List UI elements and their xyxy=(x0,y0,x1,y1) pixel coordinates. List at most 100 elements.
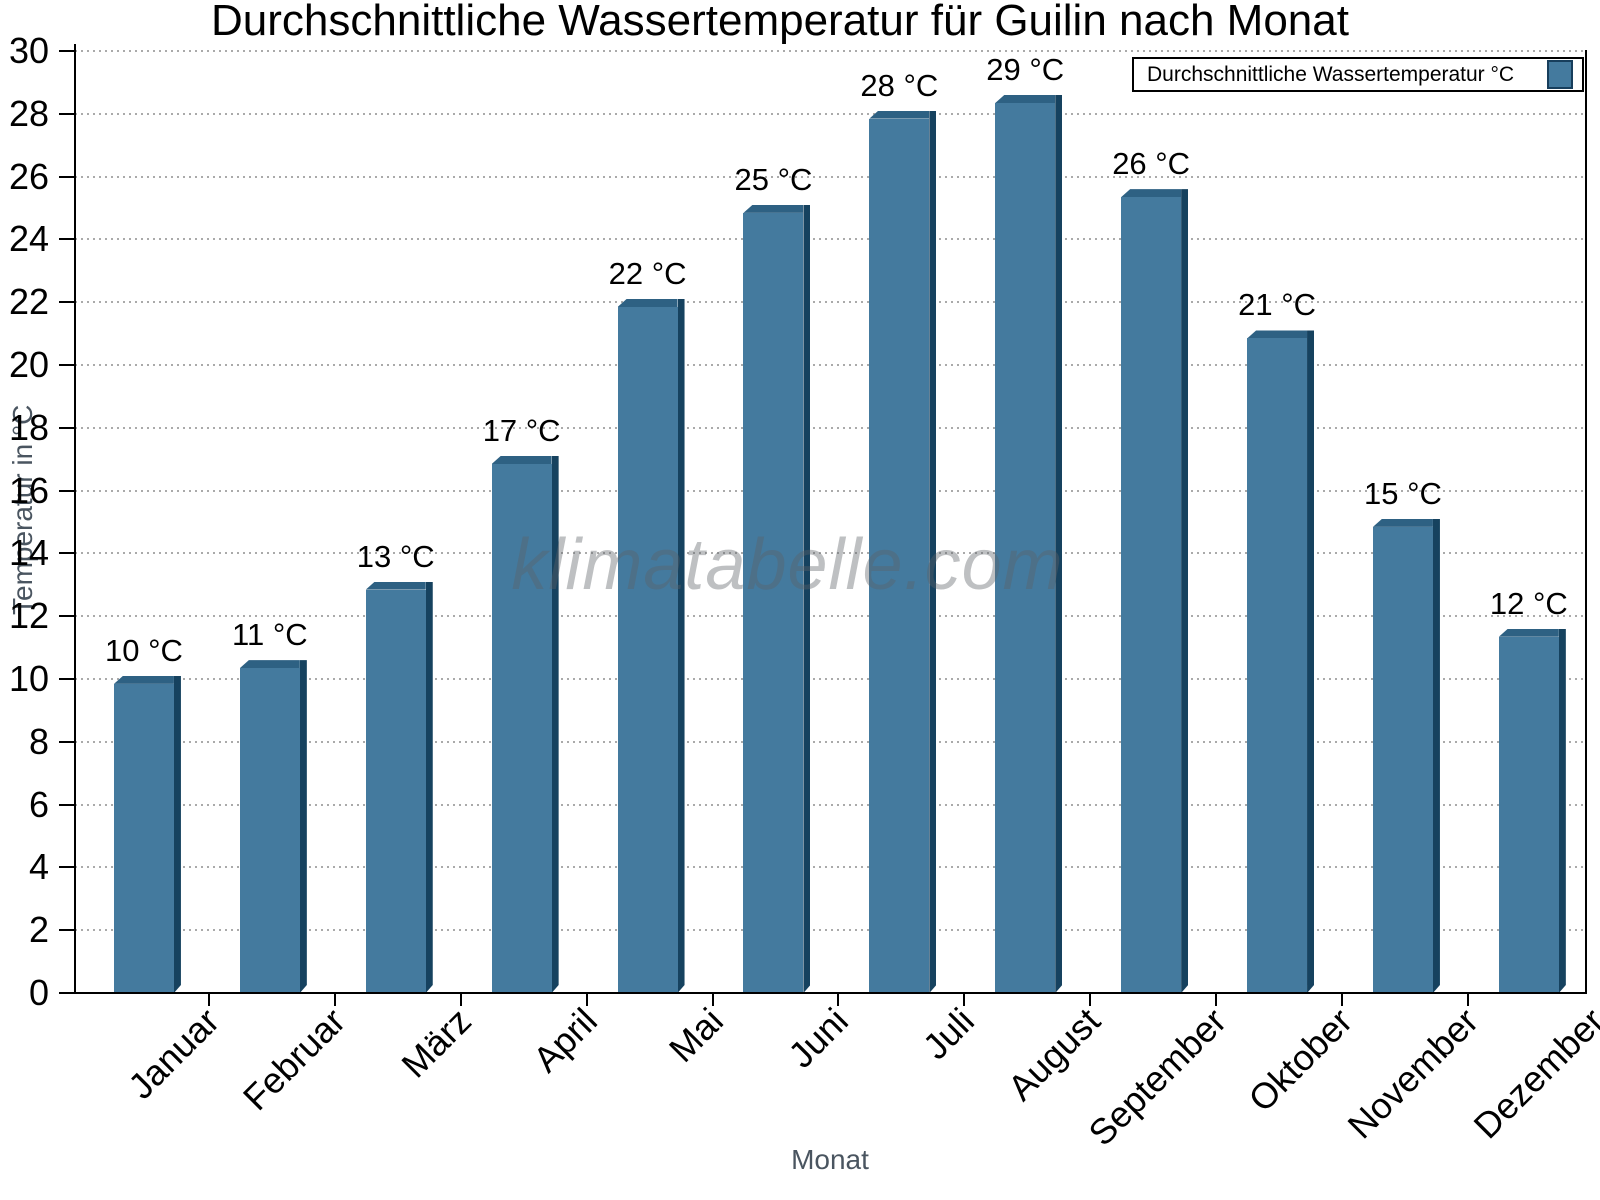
bar-top-face xyxy=(995,94,1056,103)
gridline xyxy=(75,929,1586,932)
bar-side-face xyxy=(1559,629,1566,993)
y-tick xyxy=(59,929,75,932)
y-tick-label: 12 xyxy=(8,595,49,637)
y-tick-label: 16 xyxy=(8,469,49,511)
gridline xyxy=(75,803,1586,806)
gridline xyxy=(75,489,1586,492)
bar-august xyxy=(995,94,1062,993)
y-tick-label: 18 xyxy=(8,406,49,448)
y-tick-label: 30 xyxy=(8,30,49,71)
legend-label: Durchschnittliche Wassertemperatur °C xyxy=(1147,62,1515,86)
gridline xyxy=(75,112,1586,115)
x-tick xyxy=(1089,993,1092,1006)
y-tick xyxy=(59,301,75,304)
y-tick xyxy=(59,866,75,869)
bar-top-face xyxy=(239,660,300,669)
y-tick xyxy=(59,238,75,241)
bar-value-label: 25 °C xyxy=(734,161,813,197)
bar-top-face xyxy=(491,456,552,465)
gridline xyxy=(75,740,1586,743)
y-tick xyxy=(59,112,75,115)
bar-value-label: 21 °C xyxy=(1238,287,1316,323)
bar-value-label: 15 °C xyxy=(1363,475,1442,511)
y-tick xyxy=(59,426,75,429)
bar-side-face xyxy=(1181,189,1188,993)
y-tick-label: 8 xyxy=(28,720,49,762)
bar-value-label: 10 °C xyxy=(104,632,183,668)
gridline xyxy=(75,866,1586,869)
bar-side-face xyxy=(552,456,559,993)
bar-front-face xyxy=(1498,636,1559,993)
x-tick xyxy=(333,993,336,1006)
bar-top-face xyxy=(1121,189,1182,198)
gridline xyxy=(75,678,1586,680)
x-axis-line xyxy=(59,992,1587,994)
y-tick-label: 24 xyxy=(8,218,49,260)
bar-front-face xyxy=(617,307,678,993)
y-tick-label: 28 xyxy=(8,92,49,134)
bar-side-face xyxy=(929,111,936,993)
bar-top-face xyxy=(1372,518,1433,527)
x-tick xyxy=(207,993,210,1006)
bar-april xyxy=(491,456,559,993)
bar-top-face xyxy=(869,110,930,119)
bar-front-face xyxy=(365,589,426,993)
gridline xyxy=(75,175,1586,178)
bar-value-label: 28 °C xyxy=(860,67,939,103)
y-tick xyxy=(59,489,75,492)
bar-side-face xyxy=(1055,95,1062,993)
legend: Durchschnittliche Wassertemperatur °C xyxy=(1132,57,1584,92)
bar-value-label: 17 °C xyxy=(482,413,561,449)
bar-side-face xyxy=(426,582,433,993)
gridline xyxy=(75,364,1586,366)
x-axis-title: Monat xyxy=(791,1144,869,1175)
y-tick xyxy=(59,175,75,178)
y-tick xyxy=(59,364,75,366)
bar-märz xyxy=(365,581,433,993)
gridline xyxy=(75,301,1586,304)
bar-front-face xyxy=(743,212,804,993)
bar-front-face xyxy=(1121,197,1182,993)
x-tick xyxy=(837,993,840,1006)
y-tick xyxy=(59,615,75,618)
y-tick-label: 4 xyxy=(28,846,49,888)
chart-title: Durchschnittliche Wassertemperatur für G… xyxy=(211,0,1349,45)
y-tick xyxy=(59,740,75,743)
bar-value-label: 26 °C xyxy=(1112,146,1191,182)
bar-juli xyxy=(869,110,936,993)
bar-side-face xyxy=(1433,519,1440,993)
bar-mai xyxy=(617,299,685,993)
gridline xyxy=(75,426,1586,429)
y-tick xyxy=(59,50,75,52)
bar-november xyxy=(1372,518,1440,993)
bar-side-face xyxy=(678,299,685,993)
bar-top-face xyxy=(113,675,174,684)
bar-front-face xyxy=(869,118,930,993)
bar-september xyxy=(1121,189,1188,993)
y-tick-label: 2 xyxy=(28,909,49,951)
x-tick xyxy=(585,993,588,1006)
y-tick-label: 0 xyxy=(28,972,49,1013)
y-tick xyxy=(59,678,75,680)
bar-februar xyxy=(239,660,307,993)
bar-value-label: 11 °C xyxy=(232,617,308,653)
bar-oktober xyxy=(1247,330,1314,993)
bar-front-face xyxy=(239,668,300,993)
bar-januar xyxy=(113,675,181,993)
bar-front-face xyxy=(1247,338,1308,993)
bar-top-face xyxy=(1498,628,1559,637)
bar-front-face xyxy=(113,683,174,993)
bar-top-face xyxy=(1247,330,1308,339)
bar-juni xyxy=(743,204,810,993)
x-tick xyxy=(711,993,714,1006)
bar-front-face xyxy=(995,102,1056,993)
y-tick-label: 20 xyxy=(8,344,49,385)
bar-top-face xyxy=(617,299,678,308)
x-tick xyxy=(1215,993,1218,1006)
bar-front-face xyxy=(1372,526,1433,993)
y-tick xyxy=(59,552,75,555)
y-tick xyxy=(59,992,75,994)
bar-value-label: 12 °C xyxy=(1489,585,1568,621)
bar-side-face xyxy=(803,205,810,993)
